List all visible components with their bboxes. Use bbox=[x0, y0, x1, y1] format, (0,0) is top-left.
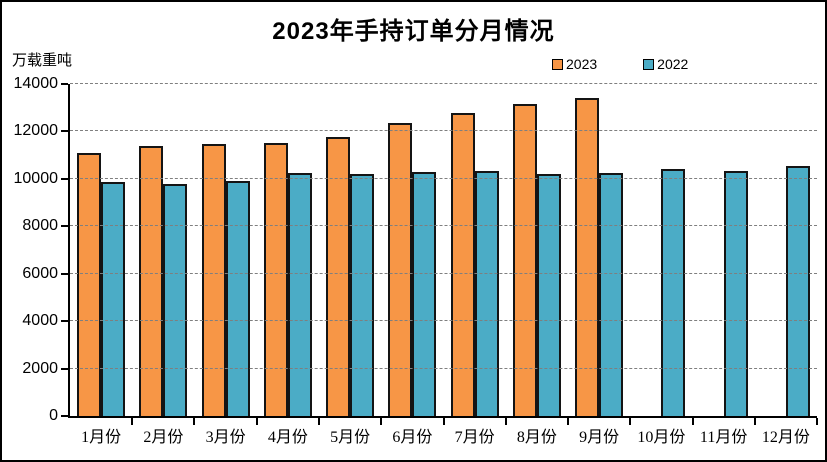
x-axis-label-7月份: 7月份 bbox=[454, 429, 495, 446]
bar-2023-4月份 bbox=[263, 142, 288, 416]
legend-swatch-2023-icon bbox=[552, 58, 563, 70]
gridline-4000 bbox=[70, 320, 817, 322]
bar-group-5月份 bbox=[319, 84, 381, 416]
x-axis-label-10月份: 10月份 bbox=[637, 429, 686, 446]
bar-2022-8月份 bbox=[536, 173, 561, 416]
x-tick-mark-9 bbox=[629, 418, 632, 425]
bar-group-4月份 bbox=[257, 84, 319, 416]
legend-label-2022: 2022 bbox=[657, 56, 689, 72]
bar-2022-12月份 bbox=[785, 165, 810, 416]
y-tick-mark-8000 bbox=[61, 225, 68, 228]
bar-group-1月份 bbox=[70, 84, 132, 416]
bar-2023-6月份 bbox=[388, 122, 413, 416]
y-tick-label-10000: 10000 bbox=[13, 169, 59, 187]
x-axis-label-1月份: 1月份 bbox=[81, 429, 122, 446]
bar-2022-1月份 bbox=[101, 182, 126, 416]
bar-2022-2月份 bbox=[163, 183, 188, 416]
gridline-10000 bbox=[70, 177, 817, 179]
bar-groups bbox=[70, 84, 817, 416]
x-tick-mark-8 bbox=[566, 418, 569, 425]
x-tick-mark-6 bbox=[442, 418, 445, 425]
x-axis-label-3月份: 3月份 bbox=[205, 429, 246, 446]
y-tick-mark-10000 bbox=[61, 177, 68, 180]
bar-2022-3月份 bbox=[225, 181, 250, 416]
bar-group-12月份 bbox=[755, 84, 817, 416]
x-tick-mark-12 bbox=[816, 418, 818, 425]
bar-group-6月份 bbox=[381, 84, 443, 416]
y-tick-label-12000: 12000 bbox=[13, 122, 59, 140]
bar-2023-5月份 bbox=[326, 137, 351, 416]
y-tick-label-8000: 8000 bbox=[22, 217, 58, 235]
x-axis-line bbox=[68, 416, 817, 418]
x-tick-mark-4 bbox=[317, 418, 320, 425]
x-tick-mark-10 bbox=[691, 418, 694, 425]
legend: 2023 2022 bbox=[552, 56, 688, 72]
y-axis-unit-label: 万载重吨 bbox=[12, 52, 73, 69]
bar-2022-9月份 bbox=[599, 172, 624, 416]
bar-group-10月份 bbox=[630, 84, 692, 416]
x-axis-labels: 1月份 2月份 3月份 4月份 5月份 6月份 7月份 8月份 9月份 10月份 11月份 12月份 bbox=[70, 423, 817, 447]
chart-title: 2023年手持订单分月情况 bbox=[272, 18, 555, 45]
gridline-2000 bbox=[70, 367, 817, 369]
y-tick-label-2000: 2000 bbox=[22, 359, 58, 377]
y-tick-label-4000: 4000 bbox=[22, 312, 58, 330]
legend-label-2023: 2023 bbox=[566, 56, 598, 72]
bar-group-8月份 bbox=[506, 84, 568, 416]
bar-group-7月份 bbox=[444, 84, 506, 416]
x-tick-mark-5 bbox=[380, 418, 383, 425]
y-tick-label-6000: 6000 bbox=[22, 264, 58, 282]
bar-group-2月份 bbox=[132, 84, 194, 416]
gridline-14000 bbox=[70, 83, 817, 84]
x-axis-label-6月份: 6月份 bbox=[392, 429, 433, 446]
legend-swatch-2022-icon bbox=[643, 58, 655, 70]
y-axis-labels: 0 2000 4000 6000 8000 10000 12000 14000 bbox=[2, 75, 59, 424]
x-tick-mark-2 bbox=[193, 418, 196, 425]
bar-2023-7月份 bbox=[450, 112, 475, 416]
bar-2022-5月份 bbox=[350, 174, 375, 416]
bar-2023-8月份 bbox=[512, 104, 537, 416]
y-tick-mark-6000 bbox=[61, 272, 68, 275]
x-axis-label-11月份: 11月份 bbox=[699, 429, 748, 446]
legend-item-2023: 2023 bbox=[552, 56, 597, 72]
gridline-6000 bbox=[70, 272, 817, 274]
y-tick-mark-0 bbox=[61, 415, 68, 417]
bar-group-3月份 bbox=[195, 84, 257, 416]
bar-group-9月份 bbox=[568, 84, 630, 416]
x-tick-mark-7 bbox=[504, 418, 507, 425]
x-axis-label-2月份: 2月份 bbox=[143, 429, 184, 446]
legend-item-2022: 2022 bbox=[643, 56, 688, 72]
bar-2023-1月份 bbox=[77, 152, 102, 416]
y-tick-mark-14000 bbox=[61, 83, 68, 85]
gridline-8000 bbox=[70, 225, 817, 227]
bar-2023-2月份 bbox=[139, 146, 164, 416]
plot-area bbox=[61, 83, 818, 425]
y-tick-label-14000: 14000 bbox=[13, 75, 59, 92]
y-tick-label-0: 0 bbox=[49, 407, 58, 424]
x-axis-label-8月份: 8月份 bbox=[516, 429, 557, 446]
bar-2022-4月份 bbox=[287, 173, 312, 416]
x-tick-mark-11 bbox=[753, 418, 756, 425]
bar-2023-3月份 bbox=[201, 144, 226, 416]
bar-2022-7月份 bbox=[474, 170, 499, 416]
x-axis-label-5月份: 5月份 bbox=[330, 429, 371, 446]
y-tick-mark-4000 bbox=[61, 320, 68, 323]
x-axis-label-9月份: 9月份 bbox=[579, 429, 620, 446]
bar-2023-9月份 bbox=[575, 98, 600, 416]
gridline-12000 bbox=[70, 130, 817, 132]
x-tick-mark-3 bbox=[255, 418, 258, 425]
x-tick-mark-1 bbox=[131, 418, 134, 425]
bar-2022-10月份 bbox=[661, 168, 686, 416]
y-axis-line bbox=[68, 84, 70, 416]
x-axis-label-12月份: 12月份 bbox=[761, 429, 810, 446]
bar-2022-6月份 bbox=[412, 172, 437, 416]
bar-group-11月份 bbox=[693, 84, 755, 416]
y-tick-mark-12000 bbox=[61, 130, 68, 133]
y-tick-mark-2000 bbox=[61, 367, 68, 370]
x-axis-label-4月份: 4月份 bbox=[267, 429, 308, 446]
bar-2022-11月份 bbox=[723, 170, 748, 416]
